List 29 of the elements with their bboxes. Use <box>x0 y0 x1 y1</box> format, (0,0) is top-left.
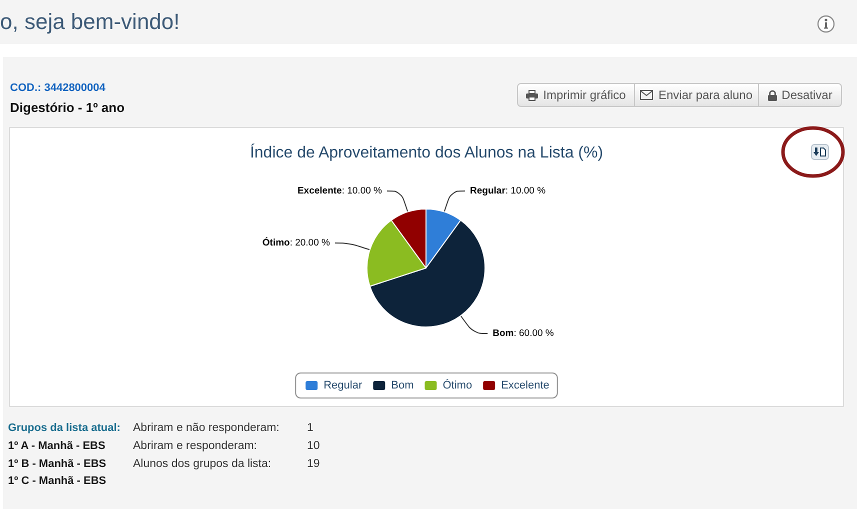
text: Alunos dos grupos da lista: <box>133 457 272 471</box>
chart-title: Índice de Aproveitamento dos Alunos na Lista (%) <box>250 144 604 162</box>
text: Abriram e responderam: <box>133 439 257 453</box>
text: 10 <box>307 439 320 453</box>
legend-label: Excelente <box>501 380 550 392</box>
text: 1º B - Manhã - EBS <box>8 457 106 471</box>
slice-label: Excelente <box>297 185 342 196</box>
legend-label: Regular <box>324 380 362 392</box>
send-button[interactable]: Enviar para aluno <box>635 83 759 107</box>
text: 1º C - Manhã - EBS <box>8 474 106 488</box>
legend-label: Bom <box>391 380 414 392</box>
slice-label: Ótimo <box>262 236 290 248</box>
text: 19 <box>307 457 320 471</box>
data-label: : 20.00 % <box>290 237 331 248</box>
disable-button[interactable]: Desativar <box>759 83 842 107</box>
slice-label: Bom <box>492 328 514 340</box>
data-label: : 10.00 % <box>505 185 546 196</box>
text: COD.: 3442800004 <box>10 81 106 95</box>
text: 1º A - Manhã - EBS <box>8 439 106 453</box>
slice-label: Regular <box>470 185 506 196</box>
text: o, seja bem-vindo! <box>0 8 180 36</box>
text: Abriram e não responderam: <box>133 421 280 435</box>
text: Grupos da lista atual: <box>8 421 120 435</box>
text: 1 <box>307 421 314 435</box>
print-button[interactable]: Imprimir gráfico <box>517 83 635 107</box>
text: Digestório - 1º ano <box>10 100 125 116</box>
data-label: : 60.00 % <box>514 328 554 340</box>
legend-label: Ótimo <box>442 378 472 392</box>
data-label: : 10.00 % <box>342 185 383 196</box>
